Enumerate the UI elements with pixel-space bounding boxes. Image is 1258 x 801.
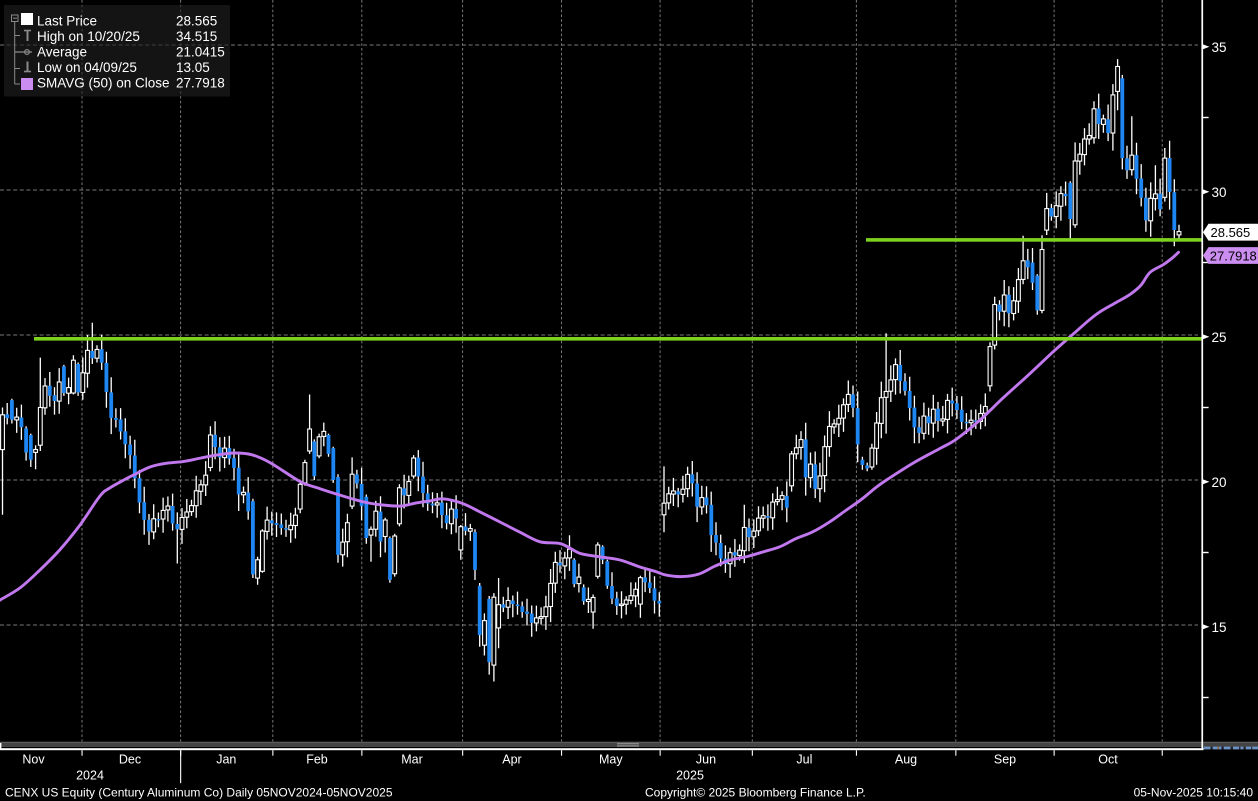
svg-text:Low on 04/09/25: Low on 04/09/25 <box>37 60 137 75</box>
svg-text:Jul: Jul <box>796 753 812 767</box>
svg-text:Mar: Mar <box>401 753 423 767</box>
svg-text:27.7918: 27.7918 <box>176 76 225 91</box>
svg-text:Apr: Apr <box>502 753 521 767</box>
svg-text:13.05: 13.05 <box>176 60 210 75</box>
svg-text:Dec: Dec <box>119 753 141 767</box>
svg-text:27.7918: 27.7918 <box>1210 248 1257 263</box>
svg-text:20: 20 <box>1212 475 1227 490</box>
svg-text:Copyright© 2025 Bloomberg Fina: Copyright© 2025 Bloomberg Finance L.P. <box>645 786 866 800</box>
svg-text:SMAVG (50) on Close: SMAVG (50) on Close <box>37 76 170 91</box>
svg-text:Aug: Aug <box>895 753 917 767</box>
svg-text:2024: 2024 <box>76 769 104 783</box>
svg-text:05-Nov-2025 10:15:40: 05-Nov-2025 10:15:40 <box>1134 786 1254 800</box>
svg-text:30: 30 <box>1212 185 1227 200</box>
svg-text:34.515: 34.515 <box>176 29 217 44</box>
svg-text:Sep: Sep <box>994 753 1016 767</box>
svg-text:High on 10/20/25: High on 10/20/25 <box>37 29 140 44</box>
svg-text:Jan: Jan <box>216 753 236 767</box>
svg-text:35: 35 <box>1212 40 1227 55</box>
svg-text:2025: 2025 <box>676 769 704 783</box>
svg-text:15: 15 <box>1212 620 1227 635</box>
svg-text:May: May <box>599 753 623 767</box>
svg-text:28.565: 28.565 <box>1211 225 1251 240</box>
svg-text:21.0415: 21.0415 <box>176 45 225 60</box>
svg-text:Jun: Jun <box>696 753 716 767</box>
svg-text:CENX US Equity (Century Alumin: CENX US Equity (Century Aluminum Co) Dai… <box>5 786 393 800</box>
svg-text:Last Price: Last Price <box>37 14 97 29</box>
svg-text:25: 25 <box>1212 330 1227 345</box>
svg-text:Oct: Oct <box>1098 753 1118 767</box>
svg-text:Feb: Feb <box>306 753 328 767</box>
svg-text:Nov: Nov <box>22 753 45 767</box>
svg-text:Average: Average <box>37 45 87 60</box>
svg-text:28.565: 28.565 <box>176 14 217 29</box>
